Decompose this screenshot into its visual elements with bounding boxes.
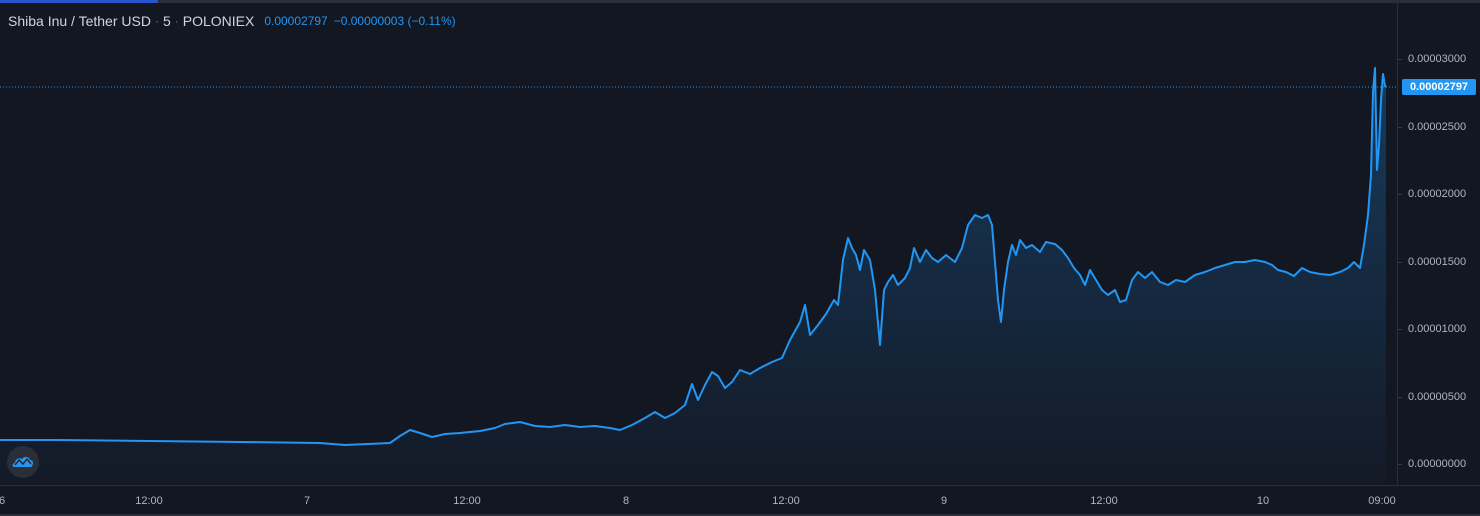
time-tick: 6 (0, 495, 6, 507)
time-axis[interactable]: 6 12:00 7 12:00 8 12:00 9 12:00 10 09:00 (0, 485, 1480, 516)
separator: · (174, 14, 179, 28)
price-chart (0, 67, 1397, 485)
tickmark (1398, 262, 1402, 263)
price-axis[interactable]: 0.00003000 0.00002500 0.00002000 0.00001… (1397, 3, 1480, 485)
price-tick: 0.00000500 (1408, 391, 1467, 403)
tickmark (1398, 59, 1402, 60)
last-price-badge: 0.00002797 (1402, 79, 1476, 95)
symbol-legend: Shiba Inu / Tether USD · 5 · POLONIEX 0.… (8, 12, 456, 30)
time-tick: 7 (303, 495, 311, 507)
tickmark (1398, 464, 1402, 465)
price-tick: 0.00002000 (1408, 188, 1467, 200)
price-tick: 0.00002500 (1408, 121, 1467, 133)
cloud-chart-icon (12, 456, 34, 467)
tradingview-logo[interactable] (7, 446, 39, 478)
loading-bar (0, 0, 158, 3)
price-area (0, 68, 1386, 485)
time-tick: 09:00 (1368, 495, 1396, 507)
last-price-value: 0.00002797 (264, 14, 328, 28)
top-border (0, 0, 1480, 3)
price-tick: 0.00003000 (1408, 53, 1467, 65)
tickmark (1398, 194, 1402, 195)
time-tick: 12:00 (453, 495, 481, 507)
time-tick: 8 (622, 495, 630, 507)
time-tick: 12:00 (1090, 495, 1118, 507)
tickmark (1398, 329, 1402, 330)
time-tick: 10 (1256, 495, 1270, 507)
time-tick: 9 (940, 495, 948, 507)
price-tick: 0.00001500 (1408, 256, 1467, 268)
symbol-name[interactable]: Shiba Inu / Tether USD (8, 13, 151, 29)
separator: · (154, 14, 159, 28)
exchange-label: POLONIEX (182, 13, 255, 29)
tickmark (1398, 127, 1402, 128)
price-change: −0.00000003 (−0.11%) (333, 14, 456, 28)
price-tick: 0.00001000 (1408, 323, 1467, 335)
price-line (0, 67, 1387, 446)
time-tick: 12:00 (135, 495, 163, 507)
price-tick: 0.00000000 (1408, 458, 1467, 470)
chart-area[interactable] (0, 3, 1397, 485)
time-tick: 12:00 (772, 495, 800, 507)
tickmark (1398, 397, 1402, 398)
interval-label: 5 (162, 13, 171, 29)
